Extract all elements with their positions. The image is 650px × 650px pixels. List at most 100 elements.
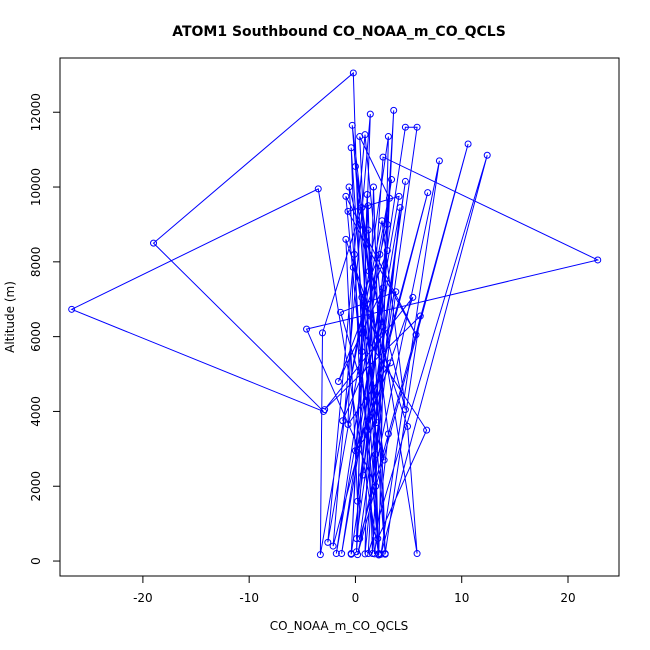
series-line (70, 71, 600, 556)
data-point (385, 194, 393, 202)
data-point (150, 239, 158, 247)
data-point (354, 497, 362, 505)
x-tick-label: -10 (239, 591, 259, 605)
x-tick-label: 0 (352, 591, 360, 605)
data-point (349, 69, 357, 77)
data-point (353, 535, 360, 543)
data-point (361, 131, 369, 139)
data-point (376, 250, 384, 258)
data-point (357, 325, 365, 333)
data-point (364, 226, 372, 234)
y-tick-label: 6000 (29, 321, 43, 352)
data-point (363, 191, 371, 199)
x-axis-label: CO_NOAA_m_CO_QCLS (270, 619, 408, 633)
data-point (396, 204, 404, 212)
data-point (375, 551, 383, 559)
data-point (423, 426, 431, 434)
y-axis: 0 2000 4000 6000 8000 10000 12000 (29, 93, 61, 565)
chart-title: ATOM1 Southbound CO_NOAA_m_CO_QCLS (172, 24, 506, 40)
data-point (388, 176, 396, 184)
data-point (329, 542, 337, 550)
data-point (344, 421, 352, 429)
data-point (316, 551, 324, 559)
data-point (356, 535, 364, 543)
y-tick-label: 10000 (29, 168, 43, 206)
data-point (387, 359, 395, 367)
y-tick-label: 12000 (29, 93, 43, 131)
data-point (366, 110, 374, 118)
data-point (342, 235, 350, 243)
data-point (334, 378, 342, 386)
data-point (371, 550, 379, 558)
data-point (332, 550, 340, 558)
data-point (339, 417, 347, 425)
x-tick-label: 10 (454, 591, 469, 605)
data-point (380, 456, 388, 464)
data-point (321, 406, 329, 414)
data-point (337, 308, 345, 316)
data-point (374, 535, 382, 543)
data-point (350, 250, 358, 258)
data-point (342, 192, 350, 200)
data-point (424, 189, 432, 197)
data-point (413, 550, 421, 558)
data-point (314, 185, 322, 193)
plot-area (68, 69, 602, 559)
y-tick-label: 4000 (29, 396, 43, 427)
data-point (373, 336, 381, 344)
data-point (338, 550, 346, 558)
data-point (379, 153, 387, 161)
data-point (348, 121, 356, 129)
data-point (412, 331, 420, 339)
data-point (358, 204, 366, 212)
data-point (364, 202, 372, 210)
data-point (401, 406, 409, 414)
data-point (358, 293, 366, 301)
x-axis: -20 -10 0 10 20 (133, 575, 576, 605)
data-point (401, 123, 409, 131)
data-point (347, 550, 355, 558)
data-point (370, 183, 378, 191)
data-point (372, 482, 380, 490)
data-point (351, 162, 359, 170)
data-point (303, 325, 311, 333)
data-point (344, 207, 352, 215)
y-axis-label: Altitude (m) (3, 281, 17, 353)
data-point (351, 447, 359, 455)
data-point (384, 430, 392, 438)
y-tick-label: 8000 (29, 247, 43, 278)
data-point (383, 247, 391, 255)
y-tick-label: 0 (29, 557, 43, 565)
data-point (416, 312, 424, 320)
data-point (349, 263, 357, 271)
y-tick-label: 2000 (29, 471, 43, 502)
data-point (435, 157, 443, 165)
data-point (378, 217, 386, 225)
data-point (413, 123, 421, 131)
data-point (347, 144, 355, 152)
data-point (483, 151, 491, 159)
data-point (324, 538, 332, 546)
data-point (68, 305, 76, 313)
data-point (365, 267, 373, 275)
data-point (372, 450, 380, 458)
data-point (319, 329, 326, 337)
data-point (404, 422, 412, 430)
x-tick-label: -20 (133, 591, 153, 605)
data-point (409, 293, 417, 301)
data-point (401, 177, 409, 185)
x-tick-label: 20 (560, 591, 575, 605)
data-point (395, 192, 403, 200)
data-point (361, 550, 369, 558)
data-point (464, 140, 472, 148)
data-point (383, 220, 391, 228)
data-point (373, 419, 381, 427)
data-point (379, 323, 387, 331)
data-point (390, 106, 398, 114)
data-point (358, 348, 366, 356)
data-point (379, 284, 387, 292)
data-point (392, 288, 400, 296)
data-point (345, 183, 353, 191)
data-point (362, 426, 370, 434)
